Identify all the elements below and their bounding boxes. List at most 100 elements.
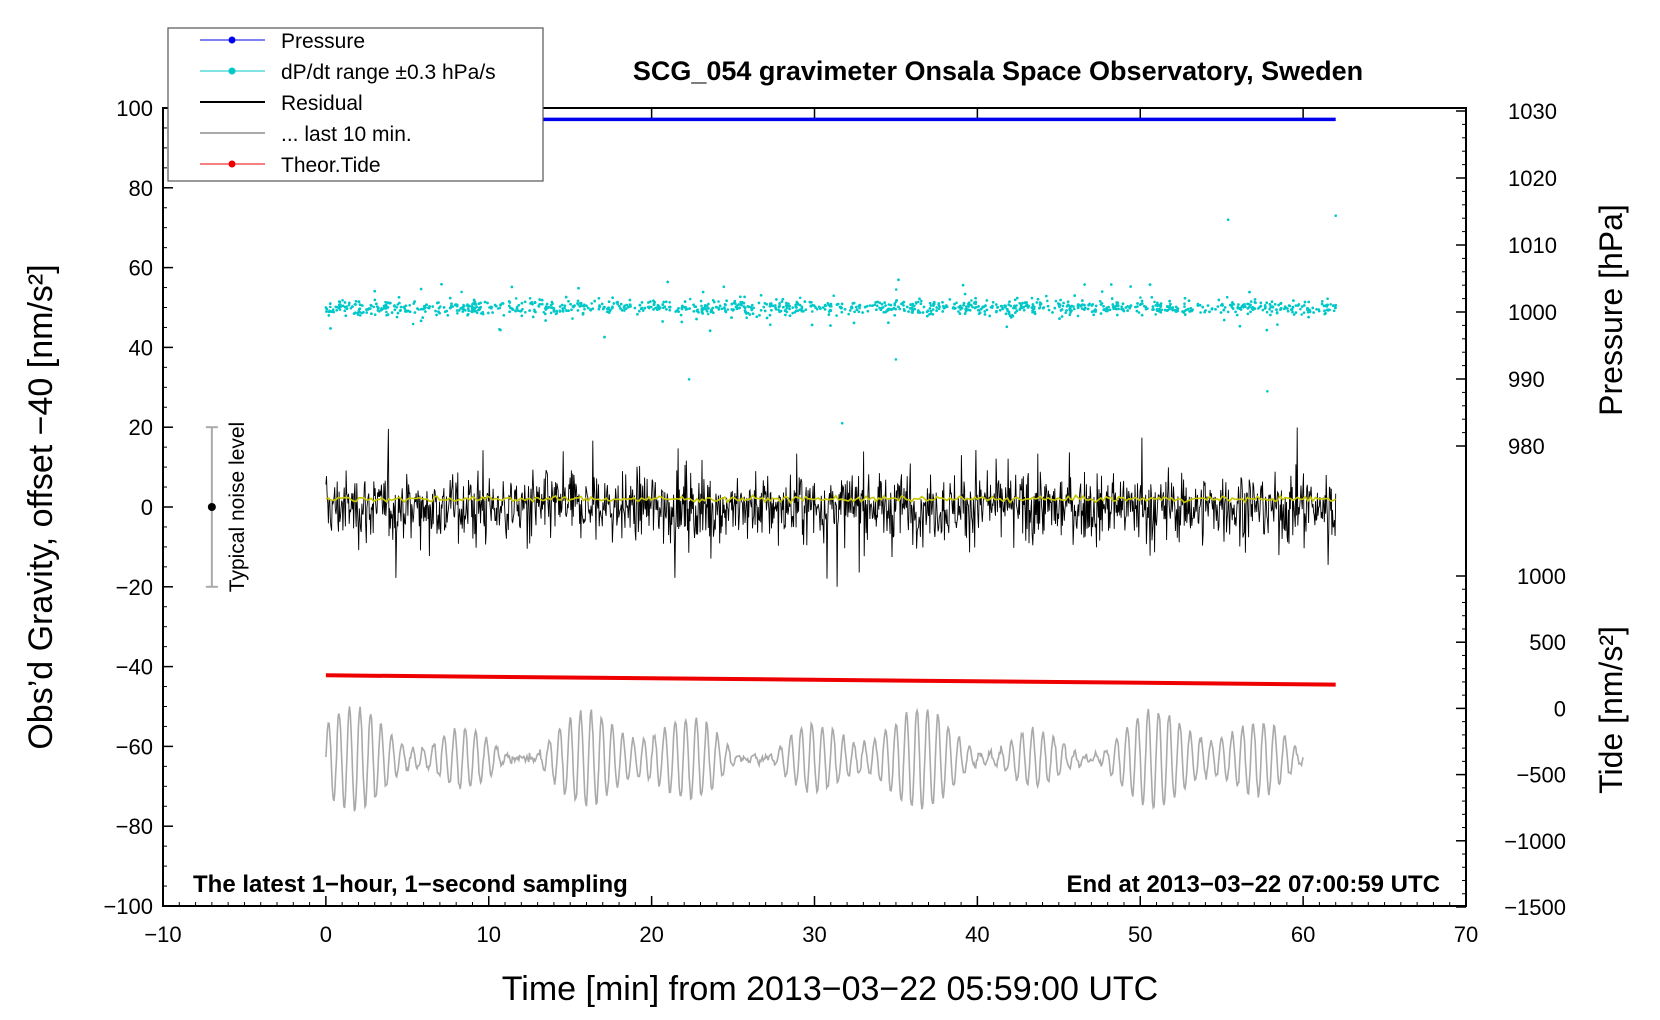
legend-box — [167, 27, 544, 182]
dpdt-point — [1331, 304, 1335, 307]
dpdt-point — [491, 311, 494, 314]
dpdt-point — [1291, 305, 1295, 309]
dpdt-point — [665, 308, 668, 311]
x-tick-label: 0 — [320, 922, 332, 947]
dpdt-point — [938, 305, 941, 309]
dpdt-point — [1183, 305, 1186, 308]
dpdt-point — [781, 297, 785, 301]
dpdt-point — [1287, 304, 1291, 307]
dpdt-point — [1269, 313, 1272, 317]
dpdt-point — [1214, 308, 1217, 311]
dpdt-point — [1094, 304, 1098, 308]
dpdt-point — [1073, 294, 1076, 297]
dpdt-point — [768, 313, 772, 317]
dpdt-point — [1279, 302, 1282, 305]
y-tick-label-pressure: 1000 — [1508, 300, 1557, 325]
dpdt-point — [611, 296, 614, 300]
annotation-sampling: The latest 1−hour, 1−second sampling — [193, 871, 628, 898]
dpdt-point — [1015, 309, 1019, 313]
dpdt-point — [1022, 306, 1025, 309]
dpdt-point — [576, 309, 580, 312]
dpdt-point — [609, 308, 612, 312]
dpdt-point — [763, 309, 767, 313]
dpdt-point — [1312, 311, 1315, 314]
dpdt-point — [725, 299, 728, 303]
dpdt-point — [572, 305, 575, 309]
dpdt-point — [857, 310, 861, 314]
y-axis-label-pressure: Pressure [hPa] — [1593, 204, 1629, 416]
dpdt-point — [329, 302, 332, 305]
dpdt-point — [999, 309, 1002, 312]
dpdt-point — [607, 306, 611, 310]
dpdt-point — [555, 312, 558, 315]
dpdt-point — [874, 301, 878, 304]
dpdt-point — [502, 314, 506, 317]
dpdt-point — [804, 308, 808, 312]
dpdt-point — [1321, 300, 1324, 303]
dpdt-point — [973, 301, 976, 304]
dpdt-point — [1015, 304, 1018, 307]
dpdt-point — [787, 302, 790, 306]
dpdt-point — [696, 308, 699, 312]
y-tick-label-left: 40 — [129, 335, 153, 360]
dpdt-point — [739, 295, 742, 299]
dpdt-point — [1100, 290, 1104, 293]
dpdt-point — [490, 306, 493, 310]
dpdt-point — [520, 314, 524, 318]
dpdt-point — [705, 310, 709, 313]
dpdt-point — [1286, 309, 1290, 313]
dpdt-point — [561, 307, 564, 310]
dpdt-point — [1100, 302, 1104, 305]
dpdt-point — [627, 305, 630, 309]
dpdt-point — [847, 312, 850, 316]
dpdt-point — [466, 307, 470, 311]
dpdt-point — [795, 306, 798, 309]
dpdt-point — [791, 306, 794, 309]
dpdt-outlier-point — [840, 421, 844, 425]
dpdt-point — [555, 309, 558, 313]
dpdt-point — [751, 303, 754, 307]
dpdt-point — [866, 309, 870, 313]
axis-ticks: −10 0 10 20 30 40 50 60 70−100−80−60−40−20020406… — [103, 96, 1566, 947]
y-tick-label-left: −60 — [116, 734, 153, 759]
dpdt-point — [1277, 303, 1280, 307]
dpdt-point — [623, 309, 626, 312]
dpdt-point — [593, 299, 596, 303]
noise-indicator-label: Typical noise level — [226, 422, 249, 592]
dpdt-point — [1150, 296, 1154, 299]
dpdt-point — [412, 302, 416, 305]
dpdt-point — [810, 323, 814, 327]
dpdt-point — [467, 309, 471, 313]
dpdt-point — [515, 307, 519, 311]
dpdt-point — [416, 307, 419, 310]
dpdt-point — [1206, 304, 1210, 307]
dpdt-point — [558, 309, 562, 313]
dpdt-point — [325, 307, 329, 311]
dpdt-point — [843, 308, 847, 311]
dpdt-point — [375, 302, 378, 306]
dpdt-point — [991, 306, 994, 309]
dpdt-point — [1124, 306, 1128, 309]
dpdt-point — [680, 320, 684, 324]
dpdt-point — [824, 304, 827, 308]
dpdt-point — [785, 301, 788, 305]
dpdt-point — [770, 309, 773, 312]
dpdt-point — [784, 304, 788, 307]
dpdt-point — [1103, 308, 1106, 311]
dpdt-point — [590, 302, 593, 305]
dpdt-point — [437, 301, 440, 304]
dpdt-point — [1068, 308, 1072, 312]
dpdt-point — [983, 310, 986, 313]
y-tick-label-tide: 1000 — [1517, 564, 1566, 589]
dpdt-point — [537, 305, 541, 308]
dpdt-point — [389, 301, 392, 305]
dpdt-point — [654, 306, 657, 310]
dpdt-point — [1137, 311, 1141, 314]
dpdt-point — [589, 308, 593, 312]
dpdt-point — [495, 304, 498, 308]
dpdt-point — [510, 285, 514, 289]
dpdt-point — [625, 303, 628, 307]
dpdt-point — [1326, 297, 1329, 301]
legend-label: Pressure — [281, 30, 365, 53]
dpdt-point — [919, 302, 923, 306]
